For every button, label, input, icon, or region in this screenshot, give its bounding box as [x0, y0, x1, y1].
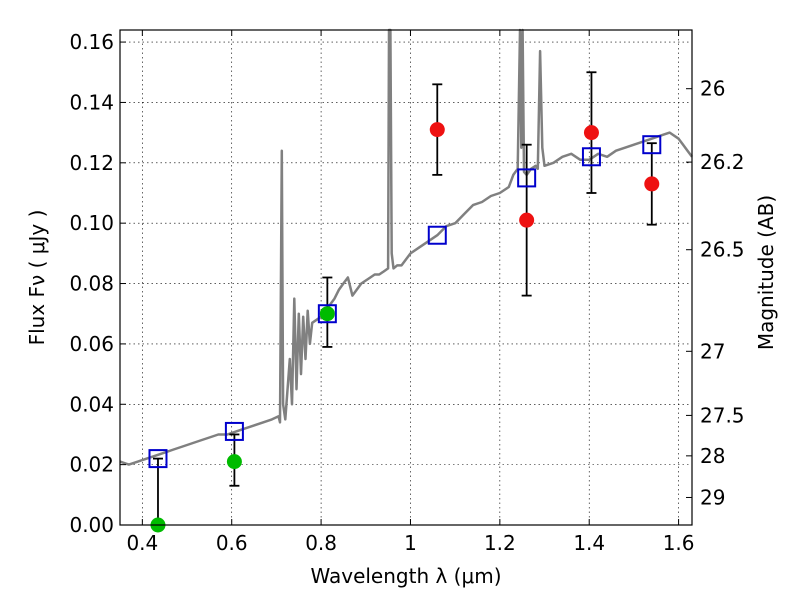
x-tick-label: 1.4: [573, 531, 605, 555]
model-flux-square: [224, 421, 244, 441]
x-tick-label: 0.8: [305, 531, 337, 555]
y-tick-label: 0.04: [69, 392, 114, 416]
y-tick-label: 0.14: [69, 90, 114, 114]
observed-flux-point: [226, 454, 242, 470]
observed-flux-point: [319, 306, 335, 322]
x-tick-label: 0.6: [216, 531, 248, 555]
observed-flux-point: [519, 212, 535, 228]
mag-tick-label: 28: [700, 444, 725, 468]
axis-ticks: 0.4 0.6 0.8 1 1.2 1.4 1.6 0.00 0.02 0.04 0.06 0.08 0…: [69, 30, 745, 555]
x-tick-label: 0.4: [126, 531, 158, 555]
plot-frame: [119, 29, 693, 526]
y-tick-label: 0.06: [69, 332, 114, 356]
model-flux-square: [517, 168, 537, 188]
spectrum-line: [119, 28, 694, 466]
y-tick-label: 0.10: [69, 211, 114, 235]
x-axis-label: Wavelength λ (μm): [310, 564, 501, 588]
model-flux-square: [427, 225, 447, 245]
x-tick-label: 1: [404, 531, 417, 555]
data-markers: [148, 122, 662, 533]
mag-tick-label: 27: [700, 339, 725, 363]
y-tick-label: 0.16: [69, 30, 114, 54]
y-tick-label: 0.02: [69, 453, 114, 477]
mag-tick-label: 29: [700, 485, 725, 509]
observed-flux-point: [429, 122, 445, 138]
y-tick-label: 0.12: [69, 151, 114, 175]
mag-tick-label: 26: [700, 77, 725, 101]
x-tick-label: 1.2: [484, 531, 516, 555]
model-flux-square: [148, 449, 168, 469]
mag-tick-label: 27.5: [700, 403, 745, 427]
model-flux-square: [317, 304, 337, 324]
y-tick-label: 0.08: [69, 272, 114, 296]
observed-flux-point: [583, 125, 599, 141]
model-flux-square: [642, 135, 662, 155]
y-axis-right-label: Magnitude (AB): [754, 195, 778, 350]
model-flux-square: [581, 147, 601, 167]
mag-tick-label: 26.2: [700, 150, 745, 174]
mag-tick-label: 26.5: [700, 238, 745, 262]
grid-lines: [120, 30, 692, 526]
observed-flux-point: [644, 176, 660, 192]
model-spectrum: [119, 28, 694, 466]
y-tick-label: 0.00: [69, 513, 114, 537]
x-tick-label: 1.6: [663, 531, 695, 555]
y-axis-label: Flux Fν ( μJy ): [25, 210, 49, 346]
